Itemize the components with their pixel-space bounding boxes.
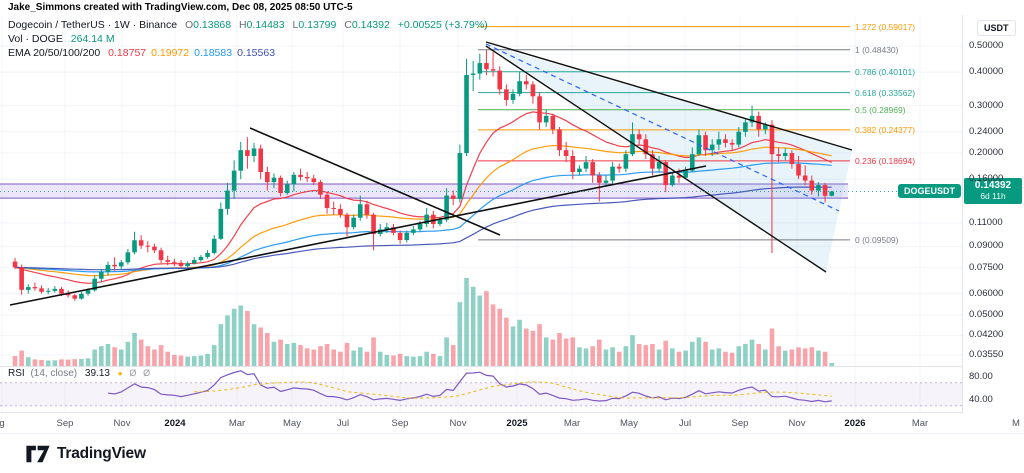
volume-title[interactable]: Vol · DOGE [8, 33, 63, 45]
ema-title[interactable]: EMA 20/50/100/200 [8, 47, 101, 59]
attribution-text: Jake_Simmons created with TradingView.co… [8, 2, 353, 13]
price-axis-label: 0.16000 [969, 173, 1004, 185]
fib-level-label: 0.5 (0.28969) [855, 104, 906, 115]
price-axis-label: 0.50000 [969, 40, 1004, 51]
symbol-legend-row: Dogecoin / TetherUS · 1W · Binance O0.13… [8, 18, 488, 32]
fib-level-label: 0.618 (0.33562) [855, 87, 916, 98]
symbol-price-badge: DOGEUSDT [898, 183, 962, 198]
time-axis-label: Nov [449, 418, 467, 429]
change-value: +0.00525 (+3.79%) [397, 19, 488, 31]
bar-countdown: 6d 11h [980, 191, 1006, 202]
time-axis-label: Mar [563, 418, 581, 429]
price-axis-label: 0.30000 [969, 99, 1004, 111]
time-axis-label: Sep [731, 418, 749, 429]
close-label: C [344, 19, 352, 31]
price-axis-label: 0.24000 [969, 125, 1004, 137]
tradingview-wordmark[interactable]: TradingView [57, 444, 146, 462]
ema-value: 0.18583 [194, 47, 233, 59]
rsi-indicator-legend: RSI (14, close) 39.13 ● Ø Ø [8, 368, 150, 379]
wedge-lower-line [485, 45, 827, 273]
rsi-value: 39.13 [84, 368, 110, 379]
price-axis[interactable]: USDT 0.14392 6d 11h 0.50000 0.40000 0.3000… [962, 15, 1024, 413]
fib-level-label: 1 (0.48430) [855, 44, 899, 55]
current-price-value: 0.14392 [974, 180, 1012, 192]
open-value: 0.13868 [193, 19, 232, 31]
fib-level-label: 0.236 (0.18694) [855, 155, 916, 166]
symbol-title[interactable]: Dogecoin / TetherUS · 1W · Binance [8, 19, 178, 31]
price-axis-label: 0.05000 [969, 309, 1004, 320]
time-axis-label: Mar [911, 418, 929, 429]
symbol-badge-text: DOGEUSDT [904, 185, 956, 196]
fib-level-label: 1.272 (0.59017) [855, 21, 916, 32]
ascending-support-line [9, 165, 707, 306]
wedge-upper-line [485, 41, 853, 151]
time-axis-label: Sep [56, 418, 74, 429]
open-label: O [184, 19, 194, 31]
volume-value: 264.14 M [70, 33, 115, 45]
time-axis-label: M [1012, 418, 1020, 429]
price-axis-label: 0.07500 [969, 261, 1004, 273]
descending-triangle-line [249, 127, 501, 236]
fib-level-label: 0.382 (0.24377) [855, 124, 916, 135]
trendlines-layer [0, 41, 962, 306]
wedge-fill-layer [486, 44, 852, 272]
volume-layer [12, 278, 835, 366]
candles-layer [12, 49, 835, 301]
price-chart-canvas[interactable] [0, 15, 962, 413]
high-label: H [239, 19, 247, 31]
low-label: L [292, 19, 299, 31]
rsi-params: (14, close) [30, 368, 78, 379]
time-axis-label: Nov [113, 418, 131, 429]
time-axis-label: 2026 [844, 418, 866, 429]
rsi-ma-color-dot: ● [117, 369, 123, 378]
ema-values: 0.18757 0.19972 0.18583 0.15563 [103, 47, 275, 59]
time-axis-label: Jul [336, 418, 350, 429]
time-axis-label: May [620, 418, 638, 429]
price-axis-unit-button[interactable]: USDT [977, 20, 1016, 36]
price-axis-label: 0.06000 [969, 287, 1004, 299]
price-axis-label: 0.09000 [969, 240, 1004, 252]
ema-value: 0.19972 [151, 47, 190, 59]
fib-level-label: 0 (0.09509) [855, 234, 899, 245]
rsi-settings-icon[interactable]: Ø [143, 368, 151, 378]
time-axis-label: Sep [391, 418, 409, 429]
time-axis-label: May [283, 418, 301, 429]
chart-legend: Dogecoin / TetherUS · 1W · Binance O0.13… [8, 18, 488, 60]
pane-dividers [0, 366, 962, 413]
footer-bar: TradingView [0, 433, 1024, 473]
price-axis-label: 0.20000 [969, 147, 1004, 159]
ema-legend-row: EMA 20/50/100/200 0.18757 0.19972 0.18583 0… [8, 46, 488, 60]
fib-level-label: 0.786 (0.40101) [855, 66, 916, 77]
rsi-title[interactable]: RSI [8, 368, 25, 379]
wedge-median-line [485, 43, 840, 212]
time-axis-label: g [0, 418, 5, 429]
price-axis-label: 0.40000 [969, 66, 1004, 78]
price-axis-label: 0.03550 [969, 349, 1004, 360]
rsi-axis-label: 80.00 [969, 371, 993, 382]
ema-value: 0.18757 [108, 47, 147, 59]
close-value: 0.14392 [351, 19, 390, 31]
grid-layer [0, 15, 962, 412]
price-axis-label: 0.11000 [969, 216, 1003, 228]
low-value: 0.13799 [298, 19, 337, 31]
rsi-axis-label: 40.00 [969, 394, 993, 405]
ema-value: 0.15563 [237, 47, 276, 59]
time-axis-label: Jul [678, 418, 692, 429]
rsi-layer [0, 370, 962, 407]
time-axis-label: 2025 [506, 418, 528, 429]
ema-layer [14, 111, 832, 284]
chart-area: Dogecoin / TetherUS · 1W · Binance O0.13… [0, 15, 1024, 433]
time-axis-label: Mar [228, 418, 246, 429]
rsi-hide-icon[interactable]: Ø [129, 368, 137, 378]
high-value: 0.14483 [246, 19, 285, 31]
time-axis-label: Nov [788, 418, 806, 429]
tradingview-logo-icon[interactable] [26, 444, 50, 464]
price-axis-label: 0.04200 [969, 329, 1004, 341]
current-price-box: 0.14392 6d 11h [964, 178, 1022, 205]
time-axis-label: 2024 [164, 418, 186, 429]
volume-legend-row: Vol · DOGE 264.14 M [8, 32, 488, 46]
